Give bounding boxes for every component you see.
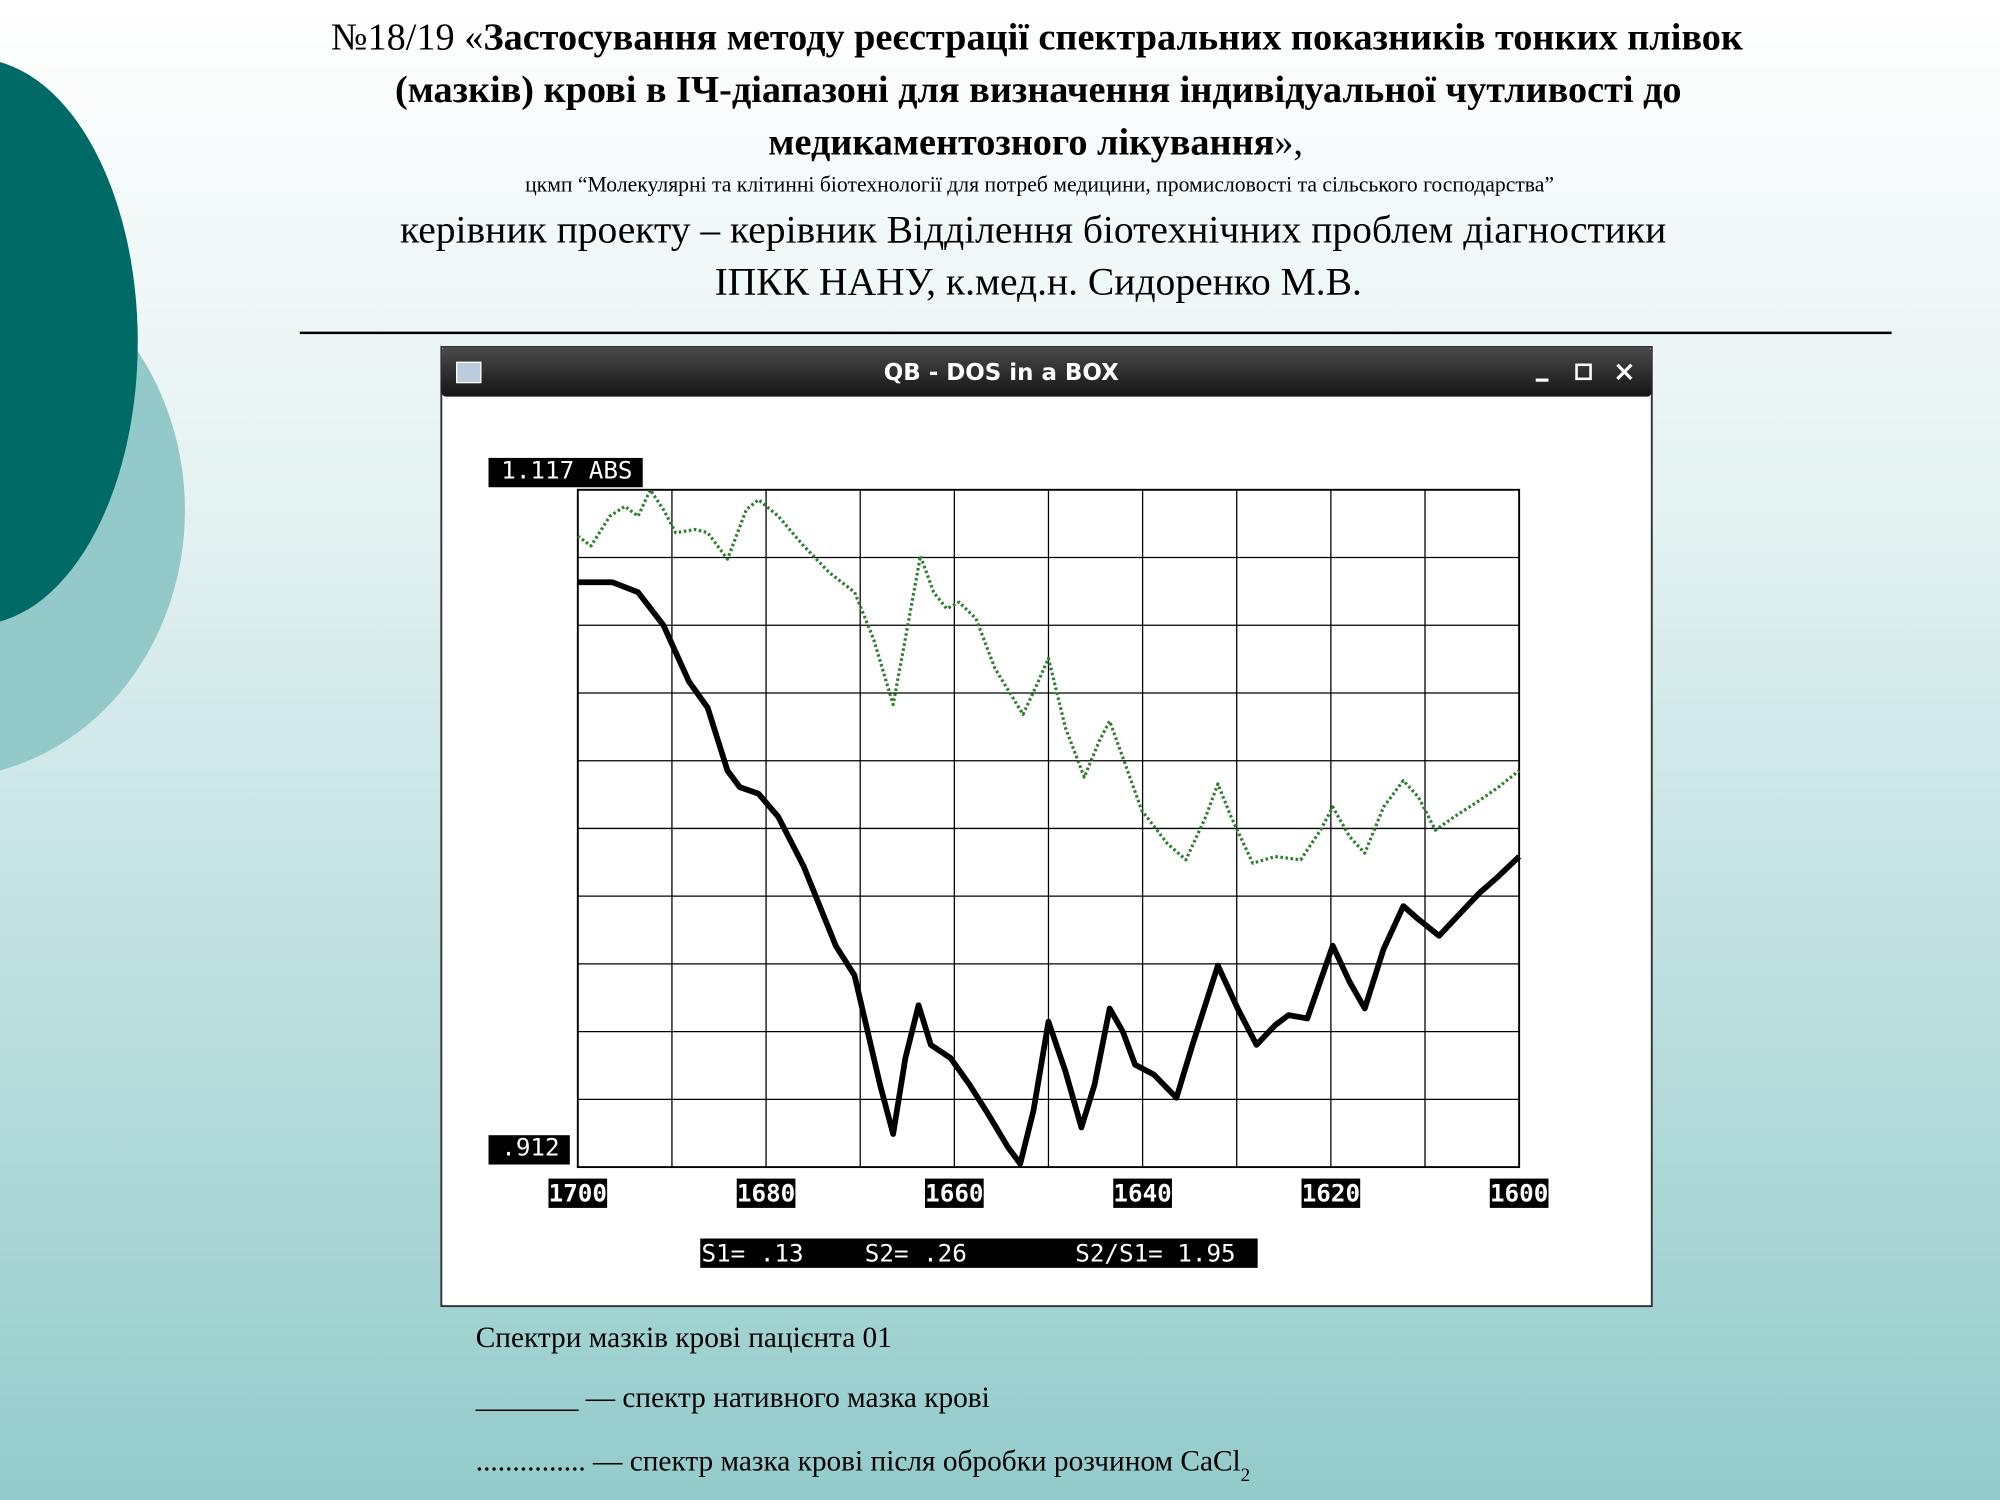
- header-title-line: (мазків) крові в ІЧ-діапазоні для визнач…: [395, 69, 1682, 111]
- x-tick-box: [548, 1178, 608, 1208]
- x-tick-box: [1489, 1178, 1549, 1208]
- header-title-line: Застосування методу реєстрації спектраль…: [483, 17, 1743, 59]
- caption-title: Спектри мазків крові пацієнта 01: [476, 1322, 892, 1354]
- header-leader: ІПКК НАНУ, к.мед.н. Сидоренко М.В.: [715, 260, 1362, 304]
- window-icon: [455, 361, 482, 384]
- title-bar: [441, 346, 1652, 397]
- y-tick-box: [488, 457, 643, 488]
- x-tick-label: 1600: [1490, 1180, 1548, 1208]
- caption-legend: ............... — спектр мазка крові піс…: [476, 1446, 1251, 1486]
- x-tick-label: 1660: [925, 1180, 983, 1208]
- stat: S1= .13: [702, 1239, 804, 1267]
- stat: S2= .26: [865, 1239, 967, 1267]
- spectrum-line: [577, 579, 1522, 1167]
- caption-legend: _______ — спектр нативного мазка крові: [475, 1382, 990, 1414]
- close-button[interactable]: [1616, 363, 1633, 380]
- stats-box: [700, 1238, 1258, 1268]
- x-tick-label: 1680: [737, 1180, 795, 1208]
- caption-legend-text: ............... — спектр мазка крові піс…: [476, 1446, 1241, 1478]
- x-tick-box: [925, 1178, 984, 1208]
- maximize-button[interactable]: [1575, 363, 1592, 381]
- header-number: №18/19 «: [331, 17, 483, 59]
- y-tick-label: .912: [501, 1134, 559, 1162]
- header-leader: керівник проекту – керівник Відділення б…: [400, 207, 1666, 251]
- window-title: QB - DOS in a BOX: [884, 360, 1119, 386]
- x-tick-label: 1700: [549, 1180, 607, 1208]
- header-title-line: медикаментозного лікування: [768, 121, 1274, 163]
- stat: S2/S1= 1.95: [1075, 1239, 1235, 1267]
- header-suffix: »,: [1274, 121, 1303, 163]
- header-center: цкмп “Молекулярні та клітинні біотехноло…: [525, 172, 1554, 196]
- y-tick-box: [488, 1135, 570, 1165]
- decor-circle: [0, 62, 138, 622]
- x-tick-box: [736, 1178, 796, 1208]
- x-tick-box: [1301, 1178, 1361, 1208]
- header-title: №18/19 «Застосування методу реєстрації с…: [331, 17, 1743, 59]
- x-tick-label: 1640: [1113, 1180, 1171, 1208]
- chart: 1700 1680 1660 1640 1620 1600 1.117 ABS .912: [488, 456, 1549, 1208]
- x-tick-box: [1113, 1178, 1172, 1208]
- y-tick-label: 1.117 ABS: [501, 456, 632, 484]
- x-tick-label: 1620: [1302, 1180, 1360, 1208]
- header-title: медикаментозного лікування»,: [768, 121, 1303, 163]
- caption-subscript: 2: [1241, 1465, 1251, 1486]
